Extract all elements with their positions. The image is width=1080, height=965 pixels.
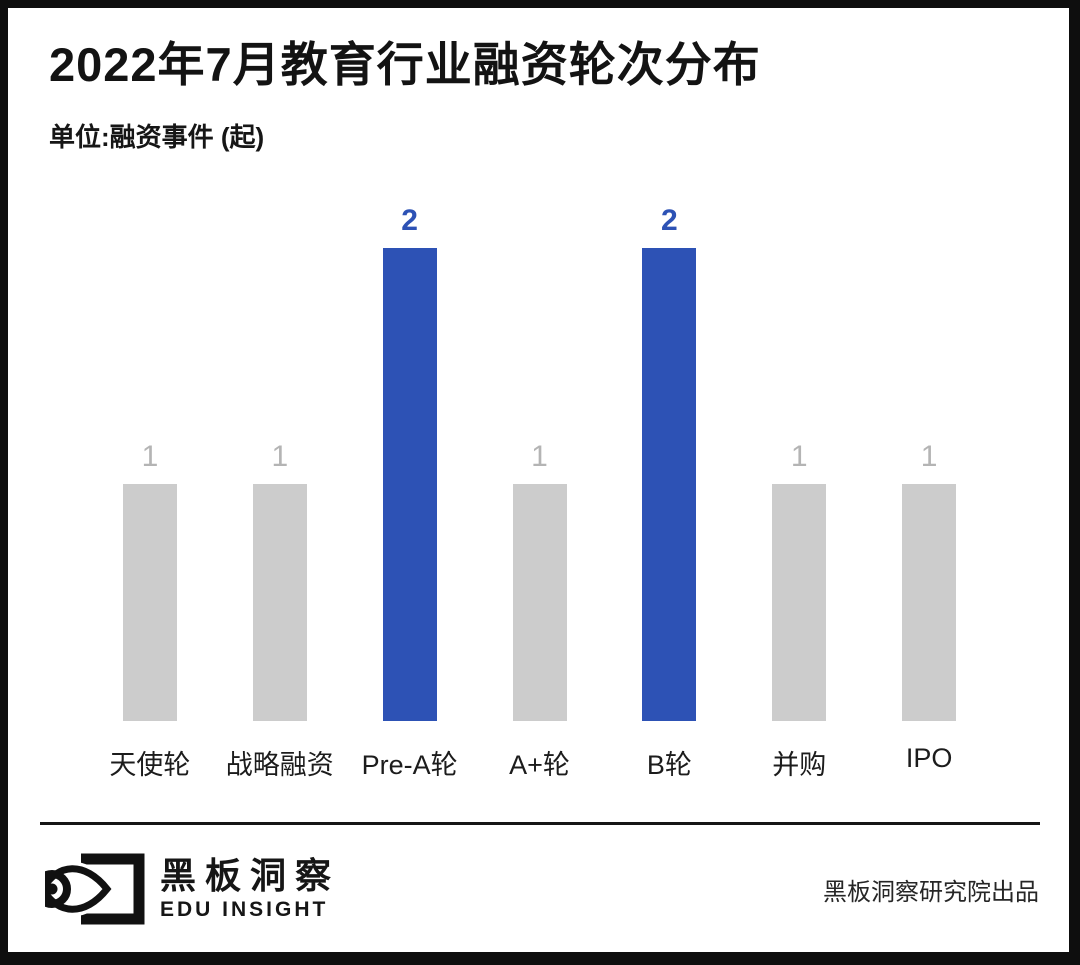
page-title: 2022年7月教育行业融资轮次分布 <box>49 38 761 91</box>
bar-stack: 1 <box>772 206 827 722</box>
category-label: 并购 <box>772 750 827 781</box>
bar <box>252 484 307 722</box>
unit-label: 单位:融资事件 (起) <box>49 122 265 153</box>
category-label: B轮 <box>646 750 692 781</box>
bar-value-label: 1 <box>531 440 548 474</box>
bar-value-label: 1 <box>920 440 938 474</box>
category-label: A+轮 <box>509 750 570 781</box>
category-label: 战略融资 <box>225 750 334 781</box>
bar-column: 1 并购 <box>734 206 864 782</box>
brand-name-en: EDU INSIGHT <box>160 898 329 922</box>
bar-stack: 2 <box>382 204 437 722</box>
bar <box>902 484 957 722</box>
bar-value-label: 2 <box>661 204 678 238</box>
bar-column: 2 B轮 <box>604 206 734 782</box>
bar-value-label: 1 <box>141 440 159 474</box>
brand-text: 黑板洞察 EDU INSIGHT <box>160 856 340 923</box>
bar-stack: 2 <box>642 204 697 722</box>
bar-column: 2 Pre-A轮 <box>345 206 475 782</box>
brand-name-cn: 黑板洞察 <box>160 854 341 896</box>
bar-column: 1 天使轮 <box>85 206 215 782</box>
bar-value-label: 1 <box>271 440 289 474</box>
category-label: Pre-A轮 <box>361 750 458 781</box>
credit-text: 黑板洞察研究院出品 <box>823 878 1039 906</box>
bar <box>642 248 697 722</box>
category-label: 天使轮 <box>109 750 191 781</box>
bar-stack: 1 <box>512 206 567 722</box>
bar <box>122 484 177 722</box>
bar-chart: 1 天使轮 1 战略融资 2 Pre-A轮 1 A+轮 2 B轮 <box>85 206 994 782</box>
footer: 黑板洞察 EDU INSIGHT 黑板洞察研究院出品 <box>45 853 1039 925</box>
bar-stack: 1 <box>252 206 307 722</box>
bar <box>772 484 827 722</box>
infographic-page: 2022年7月教育行业融资轮次分布 单位:融资事件 (起) 1 天使轮 1 战略… <box>8 8 1069 952</box>
brand-logo: 黑板洞察 EDU INSIGHT <box>45 853 340 925</box>
bar-column: 1 A+轮 <box>475 206 605 782</box>
bar-stack: 1 <box>902 206 957 722</box>
bar-stack: 1 <box>122 206 177 722</box>
bar-column: 1 战略融资 <box>215 206 345 782</box>
bar-value-label: 2 <box>401 204 418 238</box>
eye-blackboard-logo-icon <box>45 853 145 925</box>
bar-column: 1 IPO <box>864 206 994 782</box>
footer-divider <box>40 822 1040 826</box>
bar <box>382 248 437 722</box>
category-label: IPO <box>905 743 953 774</box>
bar <box>512 484 567 722</box>
bar-value-label: 1 <box>790 440 808 474</box>
